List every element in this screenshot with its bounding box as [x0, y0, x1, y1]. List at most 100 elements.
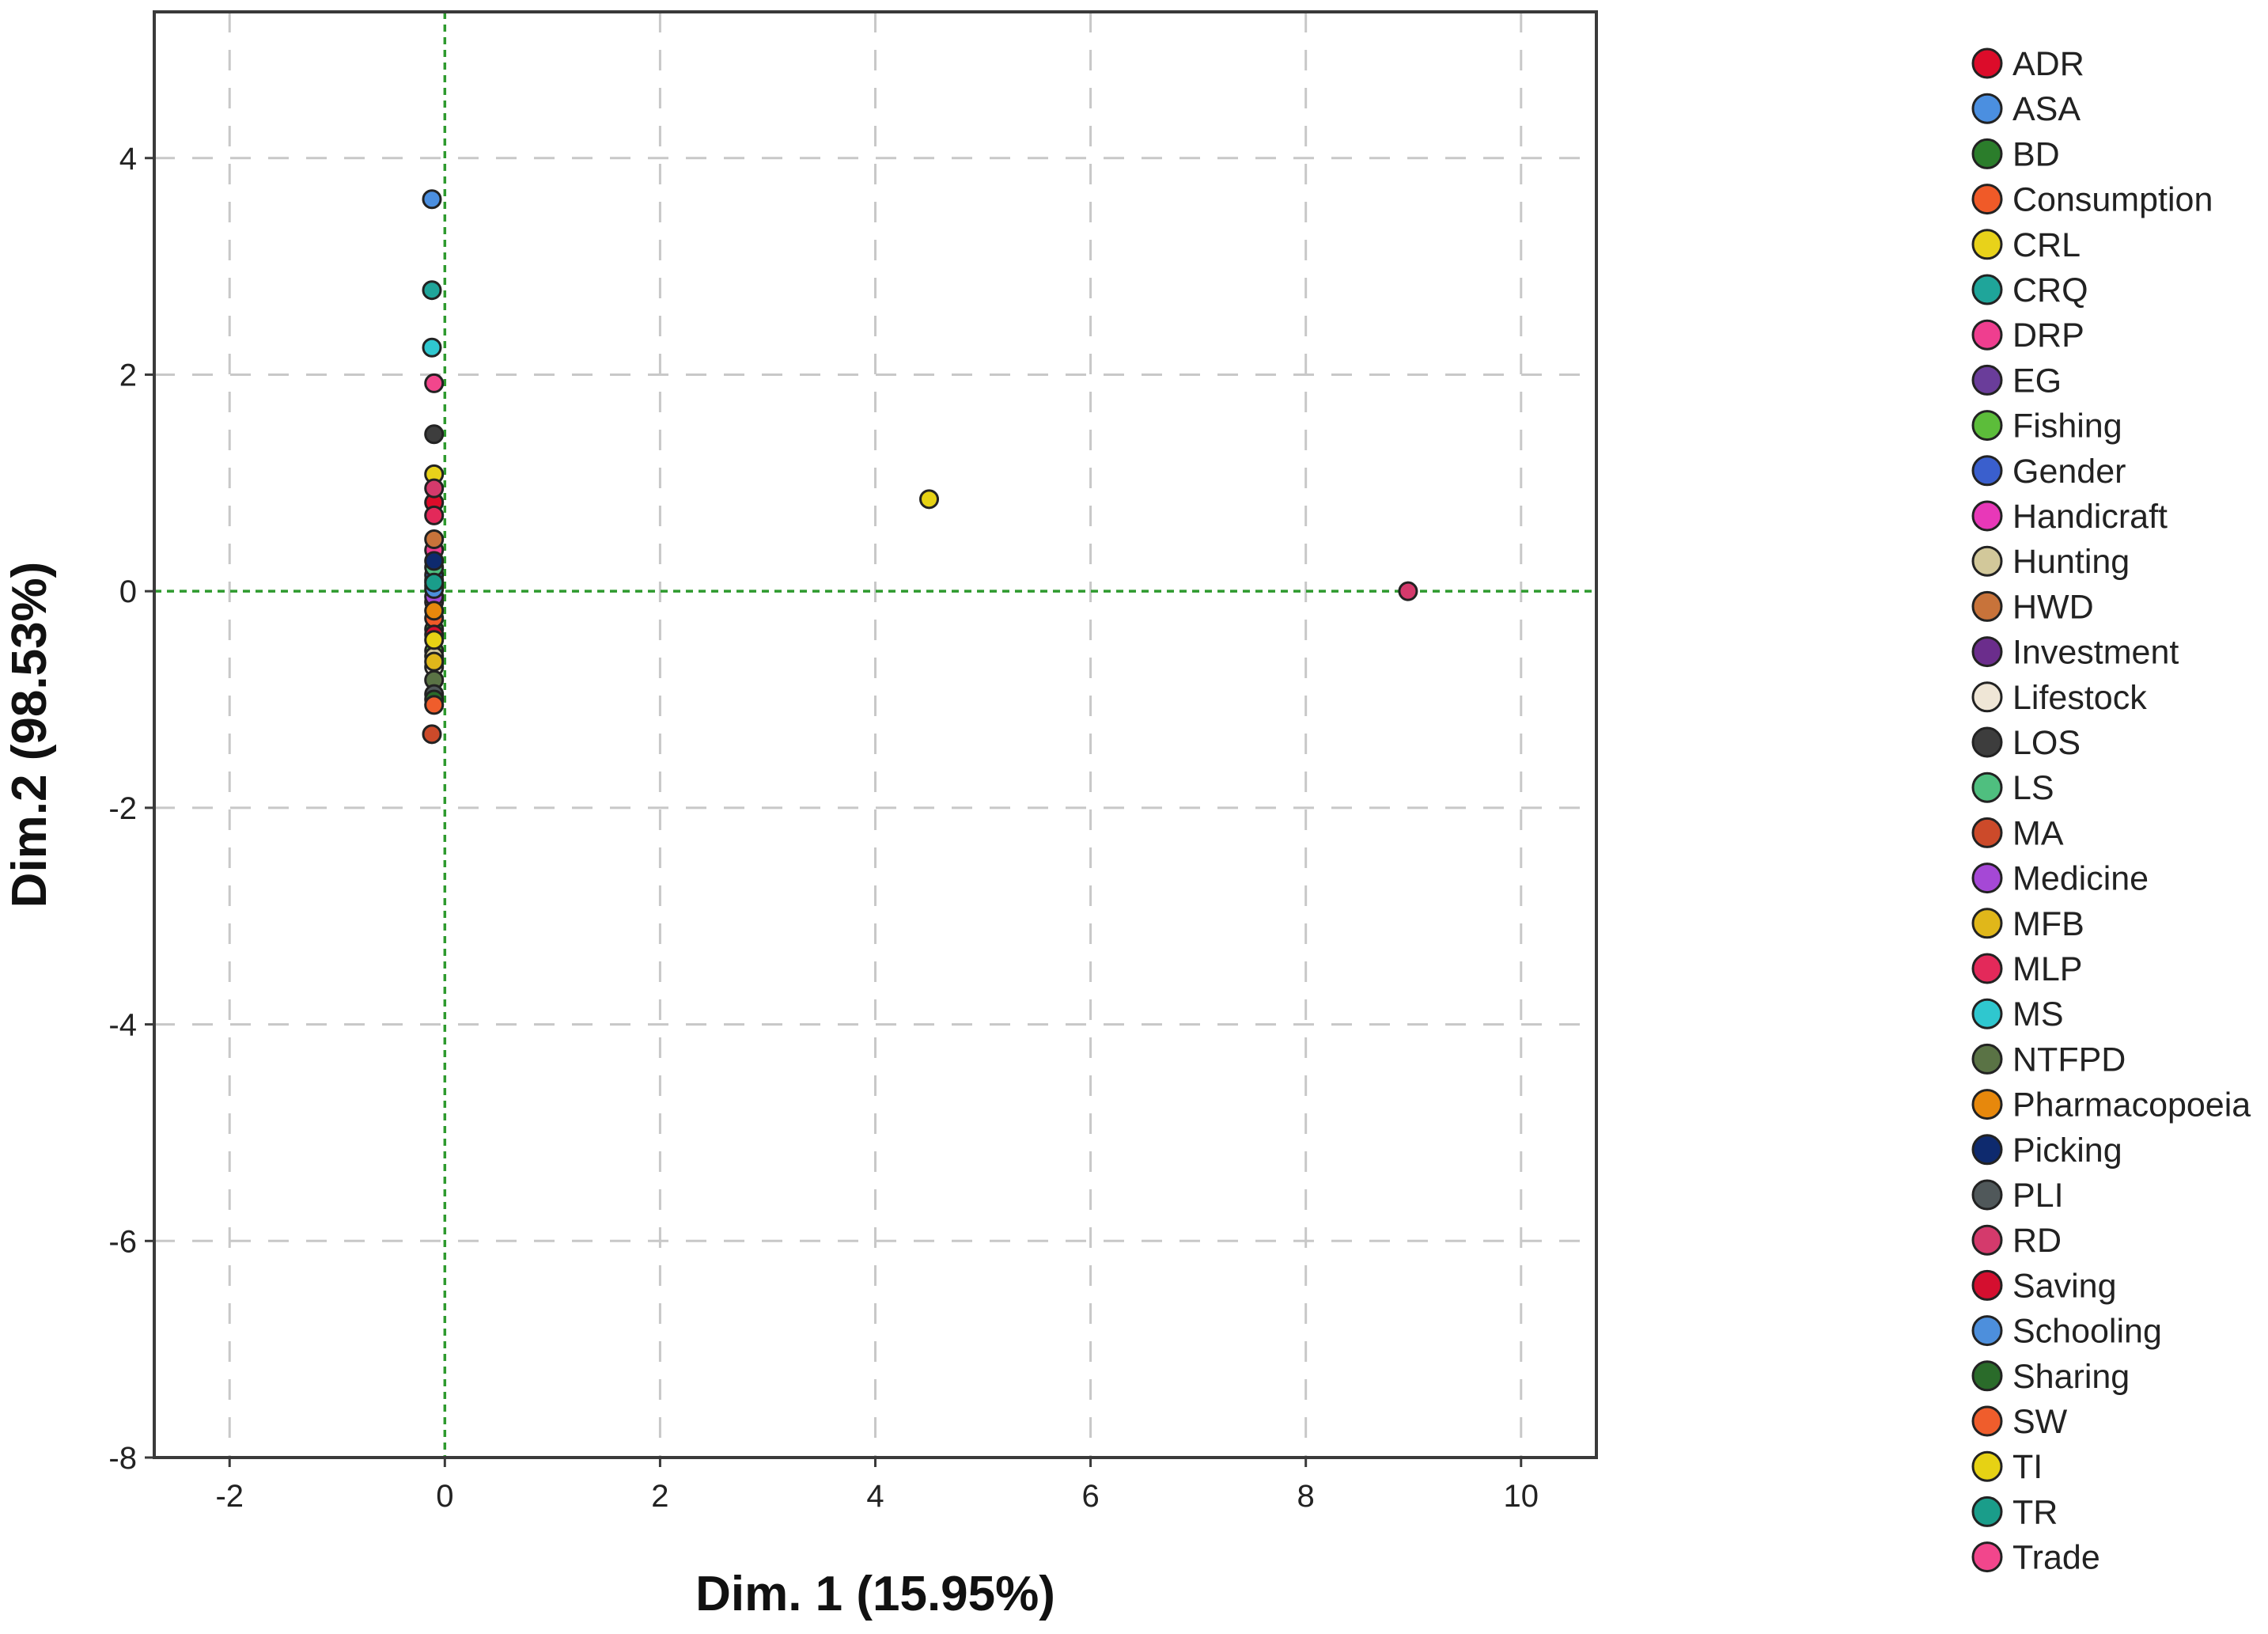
data-point-sw	[424, 695, 445, 715]
y-tick-label: 2	[119, 358, 137, 392]
grid-lines	[154, 12, 1596, 1458]
legend-marker	[1971, 953, 2003, 984]
legend-label: CRQ	[2012, 271, 2088, 309]
legend-label: Hunting	[2012, 543, 2130, 581]
legend-marker	[1971, 274, 2003, 305]
legend-label: DRP	[2012, 317, 2084, 354]
legend-marker	[1971, 862, 2003, 894]
legend-marker	[1971, 1450, 2003, 1482]
legend-label: BD	[2012, 135, 2060, 173]
legend-label: RD	[2012, 1222, 2062, 1260]
data-point-trade	[424, 373, 445, 393]
y-axis-title: Dim.2 (98.53%)	[2, 562, 57, 908]
legend-label: Lifestock	[2012, 679, 2147, 717]
reference-lines	[154, 12, 1596, 1458]
legend-marker	[1971, 319, 2003, 351]
legend-label: PLI	[2012, 1177, 2064, 1215]
legend-label: ADR	[2012, 45, 2084, 83]
y-tick-label: -6	[108, 1224, 137, 1259]
legend-marker	[1971, 1315, 2003, 1347]
legend-label: SW	[2012, 1403, 2068, 1441]
legend-label: Investment	[2012, 634, 2179, 672]
legend-label: Saving	[2012, 1267, 2116, 1305]
legend-label: TI	[2012, 1448, 2043, 1486]
data-point-ti	[919, 489, 940, 510]
data-point-los	[424, 424, 445, 445]
x-tick-label: -2	[215, 1479, 244, 1514]
legend-label: MS	[2012, 995, 2064, 1033]
legend-marker	[1971, 500, 2003, 532]
legend-label: LS	[2012, 769, 2054, 807]
legend-label: HWD	[2012, 588, 2094, 626]
data-point-ms	[422, 337, 442, 358]
legend-marker	[1971, 998, 2003, 1029]
axis-ticks: -2 0 2 4 6 8 10 4 2 0 -2 -4 -6 -8	[108, 142, 1539, 1514]
y-tick-label: 4	[119, 142, 137, 176]
data-point-tr	[424, 572, 445, 593]
legend-marker	[1971, 1089, 2003, 1120]
y-tick-label: -2	[108, 791, 137, 826]
data-point-mlp	[424, 505, 445, 525]
data-point-crq	[422, 280, 442, 301]
legend-marker	[1971, 681, 2003, 713]
y-tick-label: -8	[108, 1441, 137, 1476]
legend-label: LOS	[2012, 724, 2081, 762]
legend: ADR ASA BD Consumption CRL CRQ DRP EG Fishing Gen…	[1971, 45, 2251, 1577]
legend-label: TR	[2012, 1493, 2058, 1531]
data-point-pharmacopoeia	[424, 601, 445, 621]
legend-marker	[1971, 1405, 2003, 1437]
x-tick-label: 10	[1504, 1479, 1539, 1514]
data-point-rd	[424, 478, 445, 499]
legend-marker	[1971, 545, 2003, 577]
legend-label: MFB	[2012, 905, 2084, 943]
legend-marker	[1971, 590, 2003, 622]
data-points	[422, 189, 1418, 745]
x-tick-label: 2	[651, 1479, 668, 1514]
legend-marker	[1971, 138, 2003, 169]
legend-marker	[1971, 772, 2003, 803]
legend-label: Sharing	[2012, 1358, 2130, 1396]
legend-marker	[1971, 1496, 2003, 1527]
data-point-hwd	[424, 529, 445, 549]
legend-marker	[1971, 410, 2003, 442]
x-tick-label: 8	[1297, 1479, 1315, 1514]
legend-marker	[1971, 1134, 2003, 1166]
data-point-mfb	[424, 651, 445, 672]
legend-label: Schooling	[2012, 1313, 2162, 1351]
legend-marker	[1971, 636, 2003, 668]
legend-marker	[1971, 1224, 2003, 1256]
legend-label: MLP	[2012, 950, 2082, 988]
legend-marker	[1971, 93, 2003, 124]
legend-label: NTFPD	[2012, 1041, 2126, 1079]
data-point-picking	[424, 551, 445, 571]
legend-label: EG	[2012, 362, 2062, 400]
y-tick-label: -4	[108, 1008, 137, 1043]
legend-label: Gender	[2012, 453, 2126, 491]
data-point-ma	[422, 724, 442, 745]
legend-marker	[1971, 364, 2003, 396]
x-tick-label: 6	[1081, 1479, 1099, 1514]
legend-marker	[1971, 1269, 2003, 1301]
legend-marker	[1971, 47, 2003, 79]
legend-label: Consumption	[2012, 181, 2213, 219]
data-point-ti	[424, 630, 445, 650]
legend-label: Medicine	[2012, 860, 2149, 898]
x-axis-title: Dim. 1 (15.95%)	[695, 1567, 1055, 1621]
data-point-rd	[1398, 581, 1418, 601]
y-tick-label: 0	[119, 574, 137, 609]
legend-marker	[1971, 1179, 2003, 1211]
legend-label: Pharmacopoeia	[2012, 1086, 2251, 1124]
x-tick-label: 4	[866, 1479, 884, 1514]
legend-label: Trade	[2012, 1539, 2100, 1577]
legend-marker	[1971, 817, 2003, 848]
data-point-asa	[422, 189, 442, 210]
legend-label: Fishing	[2012, 408, 2122, 445]
legend-label: Handicraft	[2012, 498, 2168, 536]
legend-marker	[1971, 1541, 2003, 1573]
legend-marker	[1971, 908, 2003, 939]
legend-marker	[1971, 184, 2003, 215]
legend-marker	[1971, 1360, 2003, 1392]
